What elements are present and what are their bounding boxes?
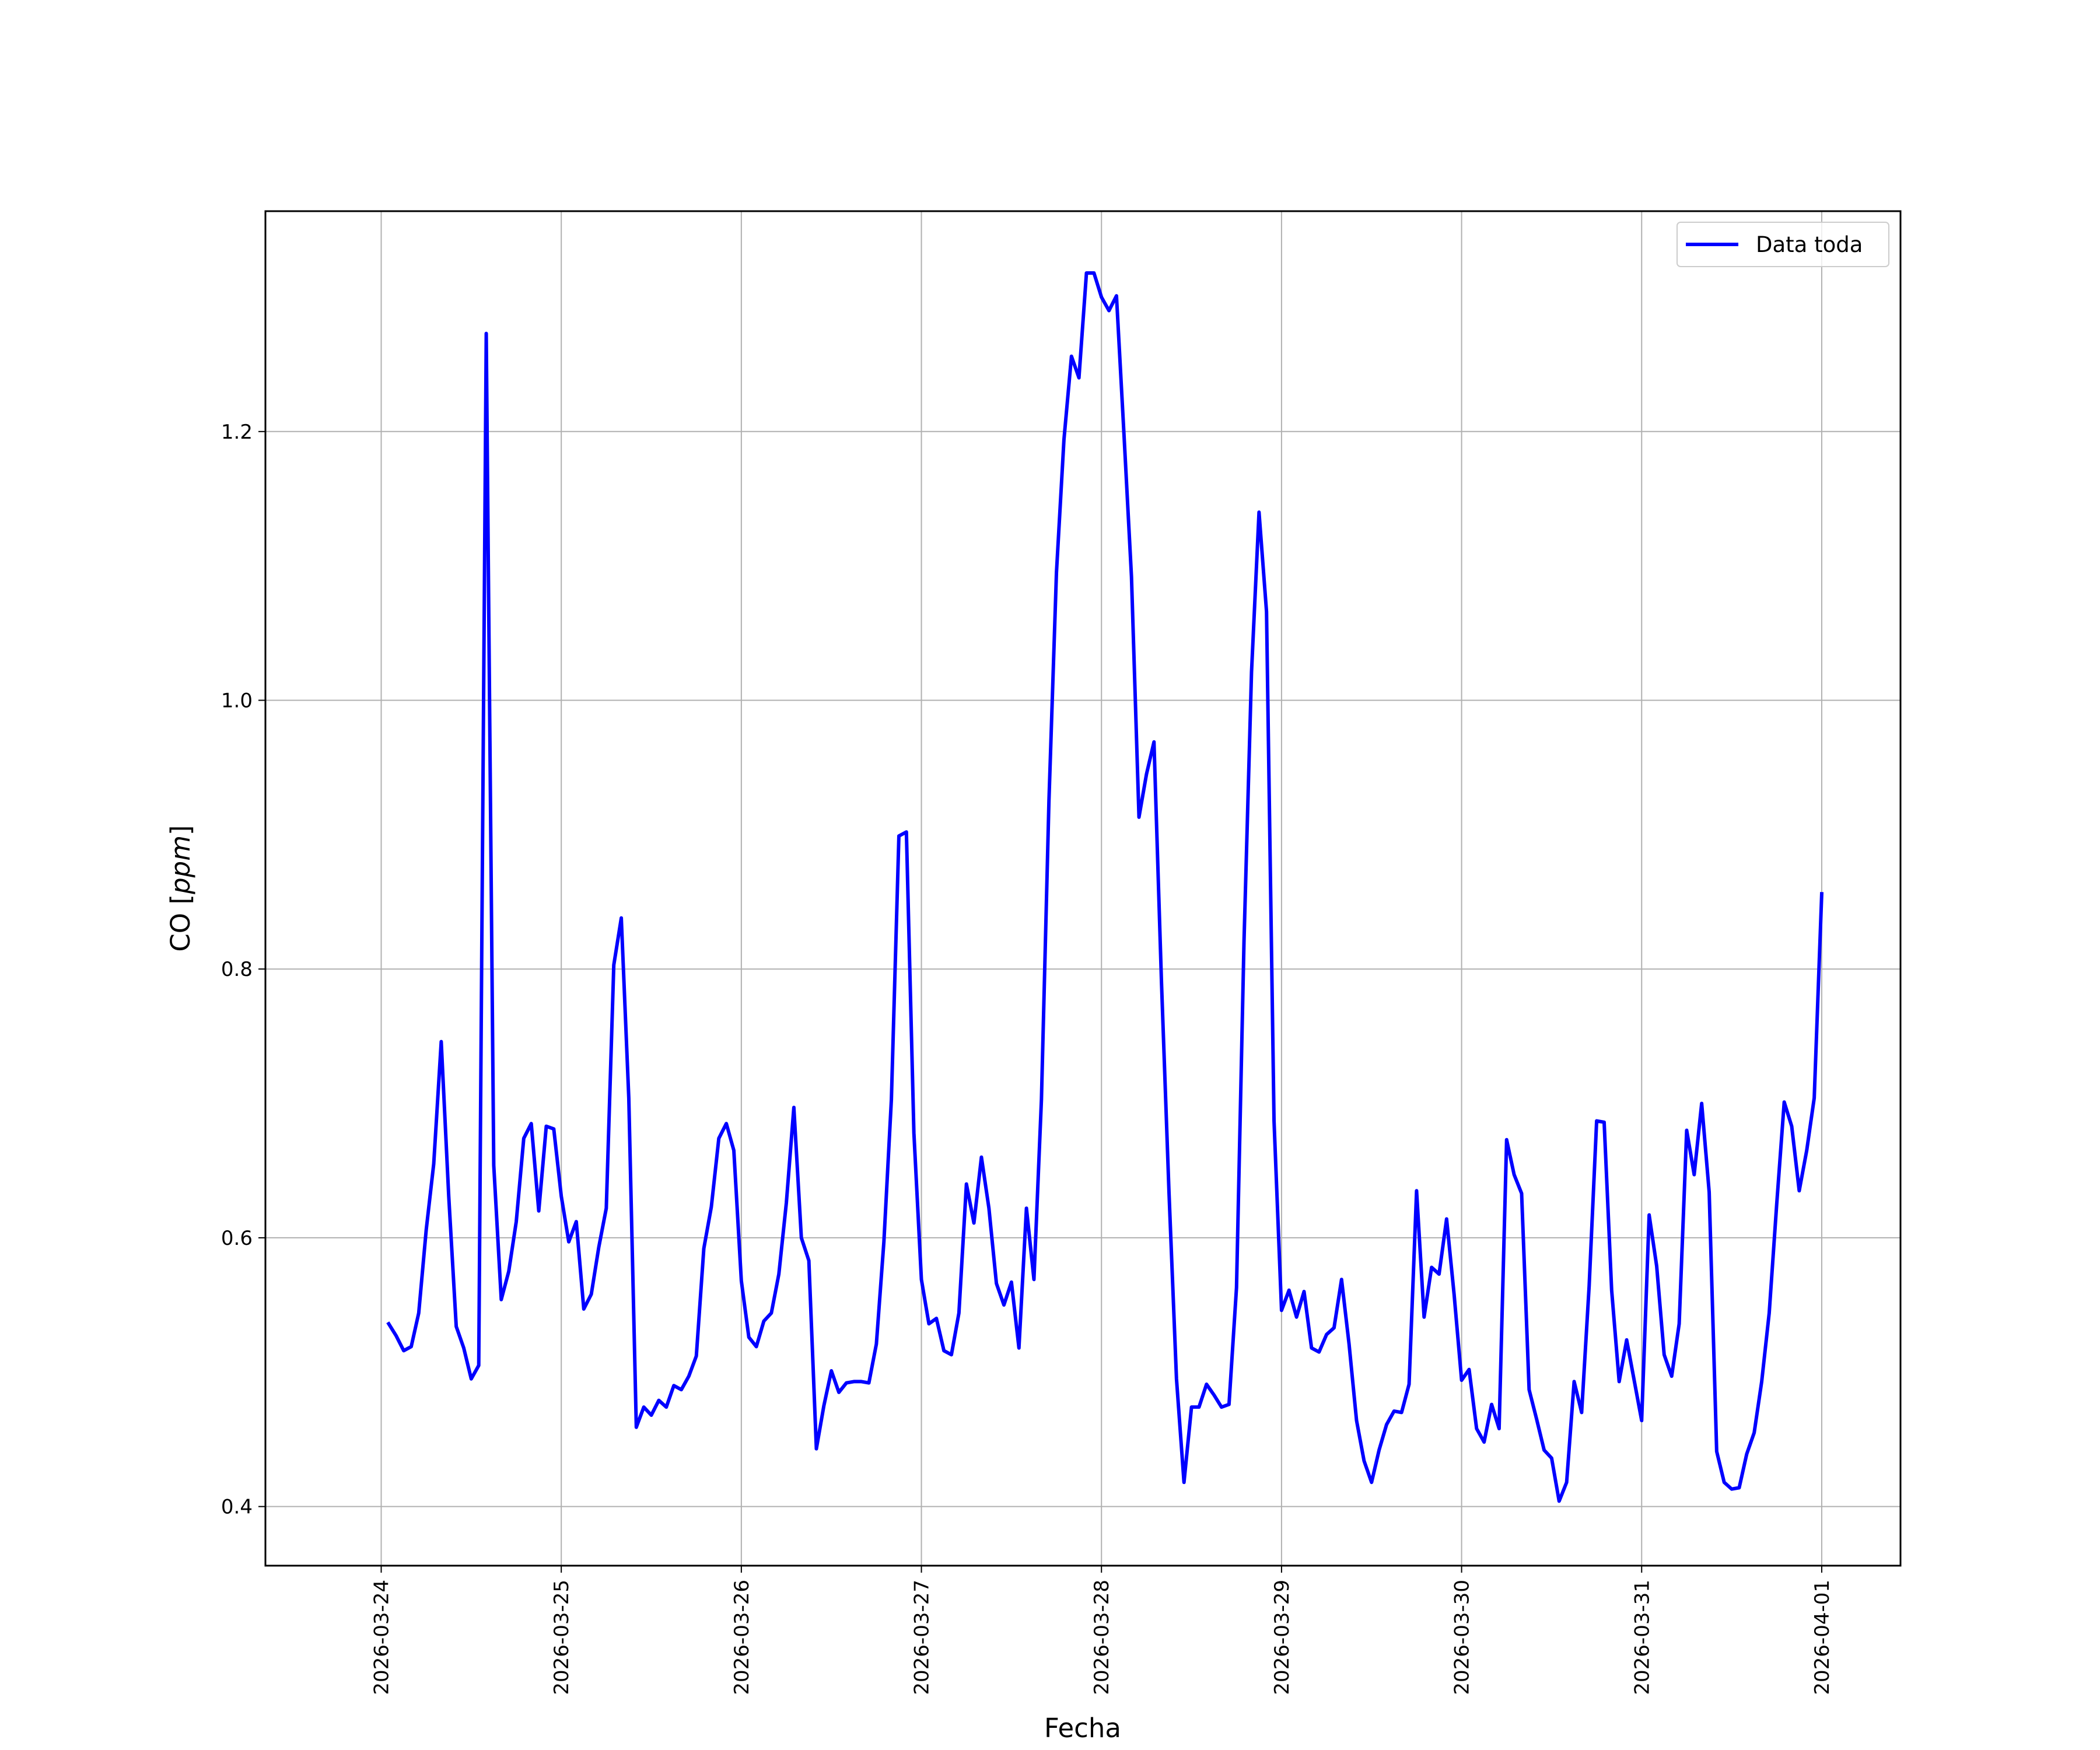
x-tick-label: 2026-03-24 bbox=[370, 1580, 393, 1695]
x-axis-label: Fecha bbox=[1044, 1713, 1121, 1744]
ticks-layer: 2026-03-24 2026-03-25 2026-03-26 2026-03-27… bbox=[221, 421, 1834, 1695]
grid-layer bbox=[265, 211, 1901, 1566]
y-tick-label: 0.4 bbox=[221, 1496, 253, 1519]
x-tick-label: 2026-03-31 bbox=[1630, 1580, 1654, 1695]
y-tick-label: 0.8 bbox=[221, 958, 253, 981]
x-tick-label: 2026-03-28 bbox=[1090, 1580, 1114, 1695]
x-tick-label: 2026-03-26 bbox=[730, 1580, 754, 1695]
legend-box bbox=[1676, 222, 1889, 267]
x-tick-label: 2026-03-30 bbox=[1451, 1580, 1474, 1695]
x-tick-label: 2026-03-25 bbox=[550, 1580, 573, 1695]
legend: Data toda bbox=[1676, 222, 1889, 267]
y-tick-label: 0.6 bbox=[221, 1227, 253, 1250]
y-tick-label: 1.2 bbox=[221, 421, 253, 444]
legend-label: Data toda bbox=[1756, 232, 1863, 257]
series-line bbox=[386, 271, 1824, 1503]
series-layer bbox=[386, 271, 1824, 1503]
plot-area bbox=[265, 211, 1901, 1566]
plot-frame bbox=[264, 210, 1902, 1567]
y-tick-label: 1.0 bbox=[221, 690, 253, 713]
y-axis-label: CO [ppm] bbox=[165, 825, 196, 951]
x-tick-label: 2026-03-29 bbox=[1270, 1580, 1294, 1695]
x-tick-label: 2026-03-27 bbox=[911, 1580, 934, 1695]
x-tick-label: 2026-04-01 bbox=[1811, 1580, 1834, 1695]
